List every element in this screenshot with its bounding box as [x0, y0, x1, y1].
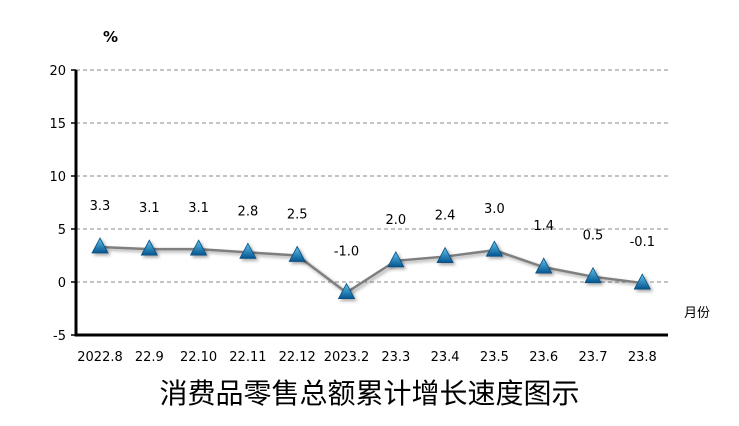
y-tick-label: 20	[49, 64, 66, 79]
y-tick-label: 10	[49, 170, 66, 185]
x-axis-label: 月份	[684, 306, 710, 321]
data-label: 2.8	[238, 204, 259, 219]
series-line	[99, 245, 643, 295]
data-point-marker	[140, 239, 158, 256]
x-tick-label: 22.9	[135, 350, 164, 365]
data-point-marker	[535, 257, 553, 274]
data-label: 3.0	[484, 202, 505, 217]
data-point-marker	[633, 273, 651, 290]
data-point-marker	[485, 240, 504, 257]
y-tick-label: 5	[58, 223, 66, 238]
x-tick-label: 23.3	[381, 350, 410, 365]
data-point-marker	[436, 246, 454, 263]
chart-title: 消费品零售总额累计增长速度图示	[159, 377, 580, 410]
x-tick-label: 22.11	[229, 350, 266, 365]
x-tick-label: 23.6	[529, 350, 558, 365]
x-tick-label: 22.12	[279, 350, 316, 365]
x-tick-label: 2022.8	[77, 350, 123, 365]
data-point-marker	[189, 239, 208, 256]
data-point-marker	[387, 250, 405, 268]
data-point-marker	[288, 245, 306, 262]
data-label: 3.3	[90, 199, 111, 214]
data-label: 3.1	[188, 201, 209, 216]
x-tick-label: 23.7	[579, 350, 608, 365]
x-tick-label: 23.5	[480, 350, 509, 365]
x-tick-label: 2023.2	[324, 350, 370, 365]
data-label: 3.1	[139, 201, 160, 216]
data-point-marker	[337, 282, 356, 300]
data-label: 2.0	[385, 213, 406, 228]
data-label: 2.5	[287, 208, 308, 223]
y-tick-label: 0	[58, 276, 66, 291]
data-label: 1.4	[533, 219, 554, 234]
data-label: -1.0	[334, 245, 359, 260]
y-axis-label: %	[103, 28, 118, 46]
x-tick-label: 23.4	[431, 350, 460, 365]
y-tick-label: -5	[53, 329, 66, 344]
data-label: 0.5	[583, 229, 604, 244]
y-tick-label: 15	[49, 117, 66, 132]
x-tick-label: 22.10	[180, 350, 217, 365]
data-label: -0.1	[630, 235, 655, 250]
data-point-marker	[584, 266, 602, 284]
data-label: 2.4	[435, 209, 456, 224]
data-point-marker	[91, 237, 109, 254]
x-tick-label: 23.8	[628, 350, 657, 365]
data-point-marker	[239, 242, 257, 259]
